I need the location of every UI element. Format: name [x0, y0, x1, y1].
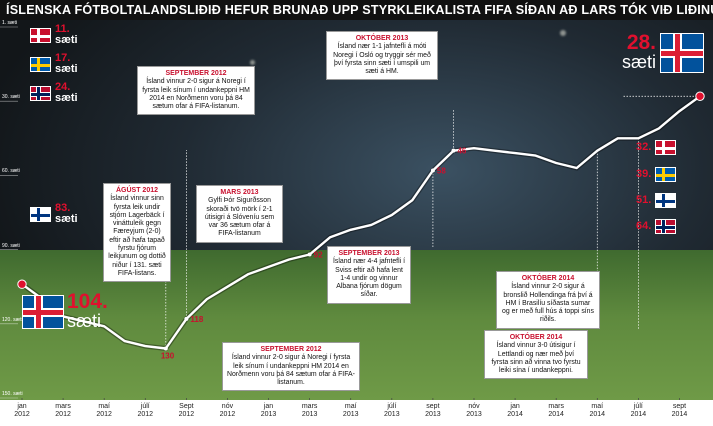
point-label: 92 [314, 251, 323, 260]
ranking-point [451, 148, 456, 153]
denmark-flag-icon [30, 27, 51, 43]
annotation-sept-2013: SEPTEMBER 2013 Ísland nær 4-4 jafntefli í… [327, 246, 411, 304]
flag-row-norway-right: 64. [636, 219, 677, 234]
point-label: 58 [437, 166, 446, 175]
y-tick-label: 30. sæti [2, 94, 20, 101]
ranking-point [17, 279, 27, 289]
annotation-sept-2012-b: SEPTEMBER 2012 Ísland vinnur 2-0 sigur á … [222, 342, 360, 392]
annotation-okt-2014-a: OKTÓBER 2014 Ísland vinnur 2-0 sigur á br… [496, 271, 600, 329]
iceland-start-rank: 104. [67, 290, 108, 313]
annotation-mars-2013: MARS 2013 Gylfi Þór Sigurðsson skoraði tv… [196, 185, 283, 243]
iceland-flag-icon [660, 33, 705, 73]
iceland-start-label: sæti [67, 311, 102, 331]
ranking-point [695, 91, 705, 101]
denmark-rank-label: sæti [55, 34, 78, 46]
x-tick-label: sept 2013 [425, 403, 441, 418]
x-tick-label: júlí 2014 [630, 403, 647, 418]
ranking-point [430, 168, 435, 173]
x-tick-label: júlí 2012 [137, 403, 154, 418]
x-tick-label: jan 2013 [260, 403, 277, 418]
y-tick-label: 90. sæti [2, 242, 20, 249]
x-tick-label: jan 2012 [14, 403, 30, 418]
denmark-flag-icon [655, 140, 677, 155]
ranking-point [163, 346, 168, 351]
annotation-okt-2014-b: OKTÓBER 2014 Ísland vinnur 3-0 útisigur í… [484, 330, 588, 380]
flag-row-sweden: 17. sæti [30, 53, 78, 75]
iceland-end-label: sæti [622, 52, 657, 72]
flag-row-finland: 83. sæti [30, 203, 78, 225]
norway-flag-icon [30, 85, 51, 101]
x-tick-label: mars 2014 [548, 403, 564, 418]
flag-row-sweden-right: 39. [636, 167, 677, 182]
norway-rank-top: 24. [55, 81, 71, 93]
finland-rank-label: sæti [55, 213, 78, 225]
sweden-rank-top: 17. [55, 52, 71, 64]
x-tick-label: maí 2014 [589, 403, 606, 418]
finland-flag-icon [655, 193, 677, 208]
finland-rank-top: 83. [55, 202, 71, 214]
flag-row-denmark: 11. sæti [30, 24, 78, 46]
sweden-flag-icon [655, 167, 677, 182]
denmark-rank-top: 11. [55, 23, 70, 35]
annotation-sept-2012: SEPTEMBER 2012 Ísland vinnur 2-0 sigur á … [137, 66, 255, 116]
finland-flag-icon [30, 206, 51, 222]
x-tick-label: nóv 2013 [466, 403, 482, 418]
finland-rank-right: 51. [636, 194, 652, 206]
ranking-line [21, 95, 701, 350]
point-label: 118 [190, 315, 203, 324]
x-axis-bar [0, 400, 713, 426]
iceland-end: 28. sæti [622, 31, 705, 73]
x-tick-label: nóv 2012 [219, 403, 236, 418]
x-tick-label: mars 2012 [55, 403, 71, 418]
norway-rank-right: 64. [636, 220, 652, 232]
flag-row-denmark-right: 32. [636, 140, 677, 155]
x-tick-label: mars 2013 [301, 403, 318, 418]
x-tick-label: maí 2012 [96, 403, 112, 418]
annotation-agust-2012: ÁGÚST 2012 Ísland vinnur sinn fyrsta leik… [103, 183, 171, 283]
x-tick-label: maí 2013 [342, 403, 359, 418]
y-tick-label: 120. sæti [2, 316, 23, 323]
iceland-flag-icon [22, 295, 64, 329]
iceland-end-rank: 28. [626, 31, 657, 54]
y-tick-label: 1. sæti [2, 20, 18, 26]
x-tick-label: Sept 2012 [178, 403, 195, 418]
sweden-flag-icon [30, 56, 51, 72]
x-tick-label: jan 2014 [507, 403, 523, 418]
annotation-okt-2013: OKTÓBER 2013 Ísland nær 1-1 jafntefli á m… [326, 31, 438, 81]
iceland-start: 104. sæti [22, 290, 108, 332]
x-tick-label: sept 2014 [671, 403, 688, 418]
flag-row-finland-right: 51. [636, 193, 677, 208]
y-tick-label: 60. sæti [2, 168, 20, 175]
sweden-rank-right: 39. [636, 168, 652, 180]
floodlight [560, 30, 566, 36]
point-label: 130 [161, 352, 175, 361]
norway-rank-label: sæti [55, 92, 78, 104]
denmark-rank-right: 32. [636, 141, 652, 153]
y-tick-label: 150. sæti [2, 391, 23, 397]
point-label: 46 [457, 147, 466, 156]
sweden-rank-label: sæti [55, 63, 78, 75]
flag-row-norway: 24. sæti [30, 82, 78, 104]
norway-flag-icon [655, 219, 677, 234]
ranking-point [184, 316, 189, 321]
ranking-point [307, 252, 312, 257]
floodlight [250, 60, 255, 65]
x-tick-label: júlí 2013 [384, 403, 400, 418]
headline: ÍSLENSKA FÓTBOLTALANDSLIÐIÐ HEFUR BRUNAÐ… [0, 0, 713, 20]
